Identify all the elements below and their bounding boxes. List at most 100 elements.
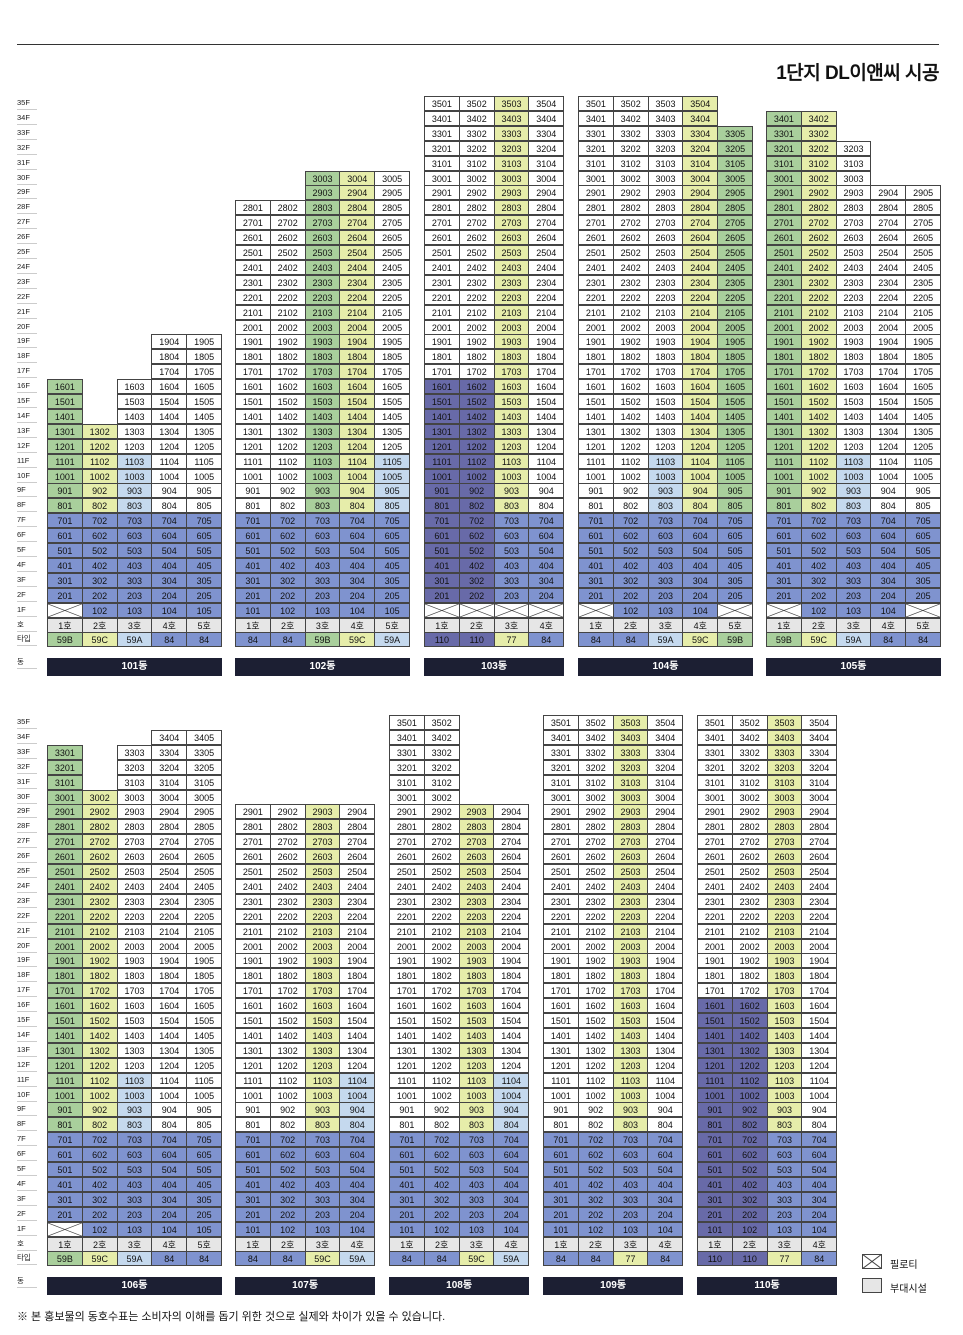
unit-cell: 1301: [235, 1042, 271, 1058]
unit-cell: 503: [116, 543, 153, 558]
unit-cell: 2805: [905, 200, 941, 216]
unit-cell: 502: [269, 543, 306, 558]
unit-cell: 3002: [612, 170, 649, 186]
unit-cell: 3204: [682, 140, 719, 156]
unit-cell: 1403: [458, 1027, 495, 1043]
unit-cell: 2802: [800, 200, 837, 216]
unit-cell: 2901: [235, 804, 271, 820]
unit-cell: 2301: [235, 274, 271, 290]
unit-cell: 1904: [682, 334, 719, 350]
unit-cell: 803: [766, 1117, 803, 1133]
type-cell: 84: [151, 1251, 188, 1267]
unit-cell: 401: [235, 557, 271, 573]
type-cell: 59A: [116, 632, 153, 648]
unit-cell: 3502: [423, 715, 460, 730]
unit-cell: 2304: [151, 893, 188, 909]
unit-cell: 1004: [528, 468, 565, 484]
unit-cell: 305: [905, 572, 941, 588]
unit-cell: 201: [235, 1206, 271, 1222]
unit-cell: 301: [766, 572, 802, 588]
unit-cell: [47, 602, 83, 618]
unit-cell: 1603: [116, 379, 153, 395]
unit-cell: 2604: [528, 230, 565, 246]
unit-cell: 1201: [47, 438, 83, 454]
unit-cell: 304: [151, 1191, 188, 1207]
unit-cell: 3102: [800, 155, 837, 171]
unit-cell: 1402: [269, 408, 306, 424]
unit-cell: 302: [731, 1191, 768, 1207]
unit-cell: 903: [493, 483, 530, 499]
unit-cell: 304: [339, 1191, 376, 1207]
unit-cell: 2701: [424, 215, 460, 231]
unit-cell: 1804: [339, 968, 376, 984]
unit-cell: 3202: [731, 759, 768, 775]
unit-cell: 303: [766, 1191, 803, 1207]
unit-cell: 404: [528, 557, 565, 573]
unit-cell: 701: [47, 513, 83, 529]
unit-cell: 2405: [374, 259, 410, 275]
unit-cell: 1103: [647, 453, 684, 469]
unit-cell: 2105: [374, 304, 410, 320]
unit-cell: 1002: [81, 468, 118, 484]
unit-cell: 2502: [458, 245, 495, 260]
unit-cell: 1503: [304, 1013, 341, 1028]
unit-cell: 2703: [835, 215, 872, 231]
unit-cell: 2301: [235, 893, 271, 909]
unit-cell: 3004: [151, 789, 188, 805]
unit-cell: 503: [304, 1162, 341, 1177]
unit-cell: 1003: [116, 468, 153, 484]
unit-cell: 2602: [800, 230, 837, 246]
unit-cell: 1502: [81, 1013, 118, 1028]
unit-cell: 1303: [304, 1042, 341, 1058]
unit-cell: 1904: [339, 953, 376, 969]
unit-cell: 3002: [731, 789, 768, 805]
floor-label: 18F: [17, 968, 37, 983]
unit-cell: 203: [647, 587, 684, 603]
unit-cell: 804: [493, 1117, 530, 1133]
unit-cell: 604: [339, 1147, 376, 1163]
unit-cell: 3304: [801, 744, 838, 760]
unit-cell: 2804: [339, 819, 376, 835]
unit-cell: 2103: [116, 923, 153, 939]
unit-cell: 2101: [47, 923, 83, 939]
unit-cell: 604: [870, 528, 907, 544]
unit-cell: 2704: [528, 215, 565, 231]
unit-cell: 2402: [800, 259, 837, 275]
unit-cell: 2804: [801, 819, 838, 835]
unit-cell: 101: [389, 1221, 425, 1237]
unit-cell: 204: [801, 1206, 838, 1222]
unit-cell: [47, 1221, 83, 1237]
unit-cell: 1204: [151, 1057, 188, 1073]
unit-cell: 2802: [577, 819, 614, 835]
type-cell: 84: [578, 632, 614, 648]
unit-cell: 1704: [151, 983, 188, 999]
unit-cell: 705: [186, 513, 222, 529]
unit-cell: 1001: [543, 1087, 579, 1103]
unit-cell: 901: [697, 1102, 733, 1118]
unit-cell: 105: [374, 602, 410, 618]
floor-label: 2F: [17, 588, 37, 602]
unit-cell: 2902: [269, 804, 306, 820]
floor-label: 23F: [17, 275, 37, 289]
unit-cell: 1801: [424, 349, 460, 365]
unit-cell: 3004: [339, 170, 376, 186]
unit-cell: 501: [47, 543, 83, 558]
unit-cell: 2103: [304, 304, 341, 320]
unit-cell: 302: [612, 572, 649, 588]
unit-cell: 1902: [81, 953, 118, 969]
unit-cell: 2102: [800, 304, 837, 320]
unit-cell: 2401: [235, 878, 271, 894]
type-cell: 84: [905, 632, 941, 648]
unit-cell: 1904: [493, 953, 530, 969]
unit-cell: 2404: [339, 259, 376, 275]
type-cell: 84: [269, 1251, 306, 1267]
unit-cell: 2902: [458, 185, 495, 201]
unit-cell: 2905: [186, 804, 222, 820]
unit-cell: 103: [835, 602, 872, 618]
unit-cell: 502: [612, 543, 649, 558]
dong-label: 103동: [424, 657, 565, 676]
unit-cell: 1401: [424, 408, 460, 424]
unit-cell: 1504: [682, 394, 719, 409]
unit-cell: 1101: [47, 453, 83, 469]
floor-label: 1F: [17, 603, 37, 617]
